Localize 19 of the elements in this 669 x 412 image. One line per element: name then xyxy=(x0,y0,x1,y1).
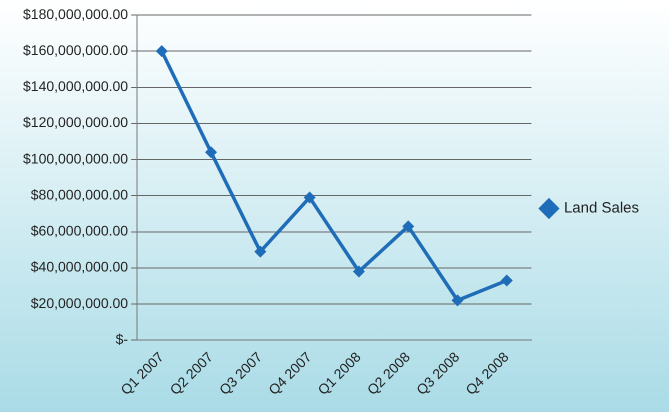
y-tick-label: $60,000,000.00 xyxy=(30,222,128,239)
y-tick-label: $100,000,000.00 xyxy=(22,150,128,166)
y-tick-label: $120,000,000.00 xyxy=(22,114,128,130)
y-tick-label: $20,000,000.00 xyxy=(30,294,128,311)
legend-label: Land Sales xyxy=(564,200,640,217)
y-tick-label: $160,000,000.00 xyxy=(22,42,128,58)
y-tick-label: $40,000,000.00 xyxy=(30,258,128,275)
y-tick-label: $140,000,000.00 xyxy=(22,78,128,94)
point xyxy=(304,191,316,204)
point xyxy=(452,294,464,306)
point xyxy=(156,45,168,58)
point xyxy=(254,246,266,258)
y-tick-label: $- xyxy=(116,331,128,347)
y-tick-label: $80,000,000.00 xyxy=(30,186,128,202)
point xyxy=(205,146,218,158)
point xyxy=(402,220,414,232)
y-tick-label: $180,000,000.00 xyxy=(22,6,128,22)
point xyxy=(500,274,513,287)
point xyxy=(352,266,365,278)
